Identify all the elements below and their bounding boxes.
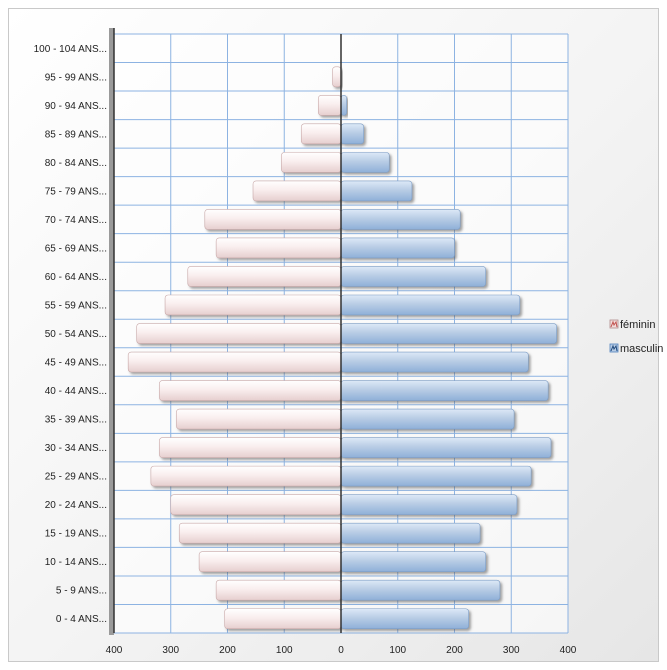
x-tick-label: 200	[219, 645, 236, 656]
bar-feminin-1	[215, 579, 342, 601]
legend-label-masculin: masculin	[620, 343, 663, 355]
x-tick-label: 300	[503, 645, 520, 656]
bar-feminin-13	[215, 237, 342, 259]
bar-feminin-17	[300, 123, 342, 145]
bar-feminin-9	[127, 351, 342, 373]
bar-masculin-18	[340, 95, 347, 116]
x-tick-label: 300	[162, 645, 179, 656]
bar-masculin-5	[340, 465, 532, 487]
bar-masculin-14	[340, 209, 461, 230]
y-tick-label: 10 - 14 ANS...	[45, 557, 107, 568]
y-tick-label: 5 - 9 ANS...	[56, 586, 107, 597]
bar-feminin-16	[281, 152, 342, 173]
bar-masculin-3	[340, 522, 481, 544]
bar-masculin-8	[340, 380, 549, 401]
bar-masculin-13	[340, 237, 455, 259]
bar-feminin-11	[164, 294, 342, 316]
bar-feminin-3	[178, 522, 342, 544]
x-tick-label: 200	[446, 645, 463, 656]
y-tick-label: 55 - 59 ANS...	[45, 300, 107, 311]
bar-masculin-11	[340, 294, 521, 316]
bar-feminin-0	[224, 608, 342, 630]
legend-swatch-mark	[610, 320, 618, 328]
y-tick-label: 65 - 69 ANS...	[45, 243, 107, 254]
bar-masculin-7	[340, 408, 515, 430]
bar-masculin-17	[340, 123, 365, 145]
y-tick-label: 15 - 19 ANS...	[45, 529, 107, 540]
x-tick-label: 400	[106, 645, 123, 656]
bar-feminin-12	[187, 266, 342, 287]
y-tick-label: 75 - 79 ANS...	[45, 186, 107, 197]
y-tick-label: 80 - 84 ANS...	[45, 158, 107, 169]
y-tick-label: 0 - 4 ANS...	[56, 614, 107, 625]
bar-feminin-10	[136, 323, 342, 344]
y-tick-label: 45 - 49 ANS...	[45, 358, 107, 369]
bar-feminin-4	[170, 494, 342, 515]
bar-masculin-2	[340, 551, 487, 572]
bar-masculin-0	[340, 608, 469, 630]
bar-masculin-4	[340, 494, 518, 515]
y-tick-label: 100 - 104 ANS...	[34, 44, 107, 55]
bar-feminin-19	[332, 66, 342, 88]
bar-masculin-16	[340, 152, 390, 173]
bar-masculin-6	[340, 437, 552, 458]
bar-feminin-15	[252, 180, 342, 202]
bar-feminin-2	[198, 551, 342, 572]
bar-masculin-10	[340, 323, 557, 344]
bar-feminin-6	[159, 437, 342, 458]
y-tick-label: 95 - 99 ANS...	[45, 72, 107, 83]
y-tick-label: 70 - 74 ANS...	[45, 215, 107, 226]
bar-feminin-14	[204, 209, 342, 230]
bar-feminin-5	[150, 465, 342, 487]
x-tick-label: 0	[338, 645, 344, 656]
legend-swatch-mark	[610, 344, 618, 352]
y-tick-label: 25 - 29 ANS...	[45, 472, 107, 483]
bar-masculin-12	[340, 266, 487, 287]
bar-masculin-15	[340, 180, 413, 202]
bar-masculin-9	[340, 351, 529, 373]
y-tick-label: 50 - 54 ANS...	[45, 329, 107, 340]
x-tick-label: 100	[389, 645, 406, 656]
bar-feminin-18	[317, 95, 342, 116]
bar-masculin-1	[340, 579, 501, 601]
bar-feminin-8	[159, 380, 342, 401]
y-axis-wall	[109, 28, 114, 635]
x-tick-label: 100	[276, 645, 293, 656]
legend: féminin masculin	[609, 319, 663, 355]
y-tick-label: 40 - 44 ANS...	[45, 386, 107, 397]
y-tick-label: 35 - 39 ANS...	[45, 415, 107, 426]
y-tick-label: 90 - 94 ANS...	[45, 101, 107, 112]
legend-label-feminin: féminin	[620, 319, 655, 331]
y-tick-label: 85 - 89 ANS...	[45, 129, 107, 140]
y-tick-label: 30 - 34 ANS...	[45, 443, 107, 454]
x-tick-label: 400	[560, 645, 577, 656]
y-tick-label: 60 - 64 ANS...	[45, 272, 107, 283]
bar-feminin-7	[176, 408, 342, 430]
y-tick-label: 20 - 24 ANS...	[45, 500, 107, 511]
